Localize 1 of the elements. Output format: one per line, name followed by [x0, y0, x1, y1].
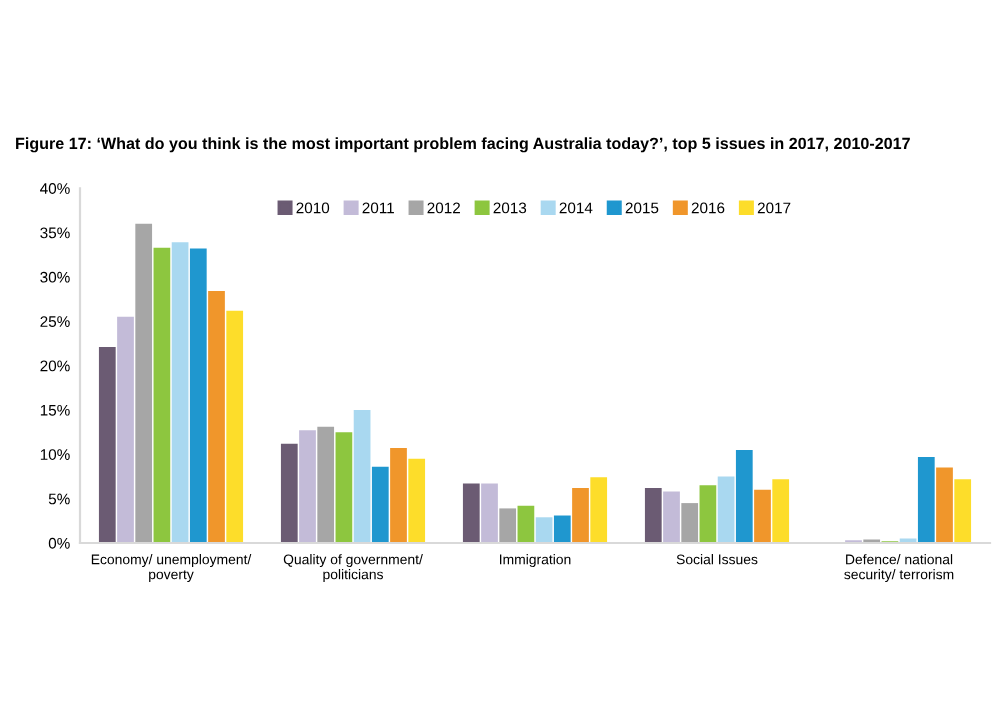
- chart-title: Figure 17: ‘What do you think is the most important problem facing Australia today?’, top 5 issues in 2017, 2010-2017: [16, 137, 910, 153]
